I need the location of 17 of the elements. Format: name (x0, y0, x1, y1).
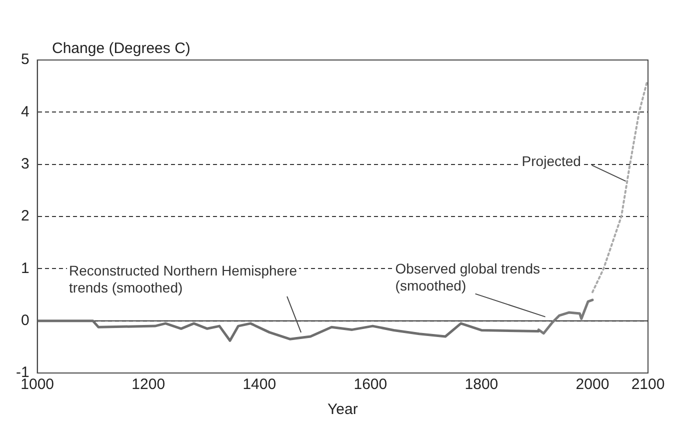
x-tick-label: 2100 (631, 376, 665, 394)
x-tick-label: 1600 (354, 376, 388, 394)
x-tick-label: 1400 (242, 376, 276, 394)
y-tick-label: 1 (20, 260, 30, 277)
x-axis-title: Year (328, 401, 358, 418)
y-tick-label: 2 (20, 208, 30, 225)
y-tick-label: 4 (20, 103, 30, 120)
y-tick-label: 5 (20, 51, 30, 68)
y-tick-label: 3 (20, 155, 30, 172)
annotation: Projected (522, 153, 581, 170)
annotation: Reconstructed Northern Hemisphere trends (smoothed) (69, 262, 298, 296)
x-tick-label: 1800 (464, 376, 498, 394)
x-tick-label: 1200 (132, 376, 166, 394)
annotation: Observed global trends (smoothed) (395, 260, 540, 294)
x-tick-label: 2000 (576, 376, 610, 394)
y-tick-label: 0 (20, 312, 30, 329)
y-axis-title: Change (Degrees C) (52, 40, 190, 57)
